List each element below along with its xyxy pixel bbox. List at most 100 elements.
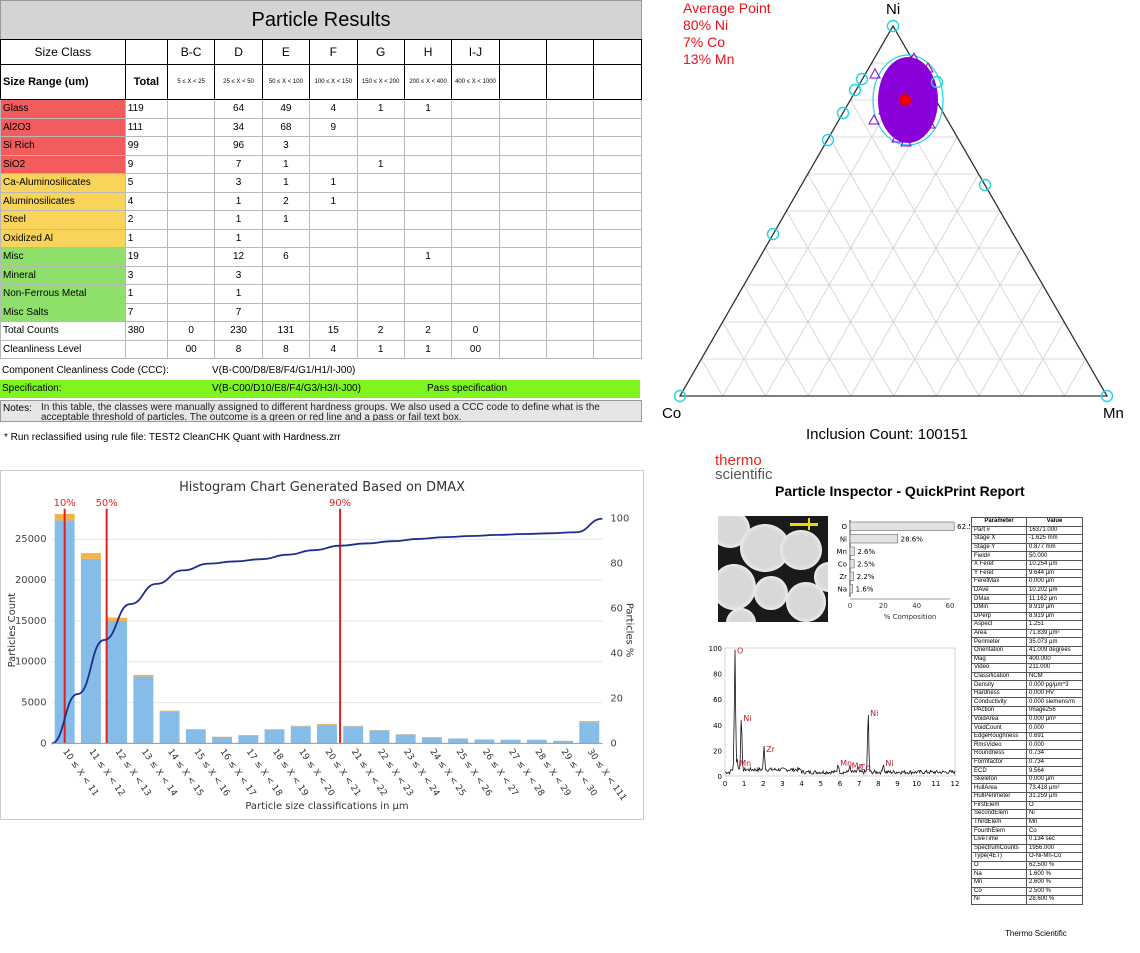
spectrum-y-tick: 80 [713, 671, 722, 679]
ternary-average-point [899, 94, 911, 106]
size-class-blank [124, 39, 168, 65]
table-row: Oxidized Al 1 1 [0, 228, 642, 248]
material-name: SiO2 [0, 154, 126, 174]
count-cell [593, 99, 642, 119]
table-row: X Feret 10.254 μm [971, 559, 1083, 570]
comp-x-tick: 40 [912, 602, 921, 610]
y2-tick-label: 20 [610, 693, 623, 704]
count-cell [403, 265, 453, 285]
parameter-value: 0.000 HV [1026, 688, 1083, 699]
size-range-cell: 5 ≤ X < 25 [166, 64, 216, 100]
table-row: DPerp 8.919 μm [971, 611, 1083, 622]
table-row: DMin 8.919 μm [971, 602, 1083, 613]
count-cell: 3 [261, 136, 311, 156]
histogram-bar [500, 739, 521, 744]
size-range-cell [546, 64, 595, 100]
parameter-name: FourthElem [971, 826, 1027, 836]
parameter-name: ECD [971, 766, 1027, 776]
parameter-value: 11.162 μm [1026, 594, 1083, 604]
composition-bar [849, 546, 855, 556]
material-total: 3 [124, 265, 168, 285]
parameter-name: HullPerimeter [971, 792, 1027, 802]
parameter-name: VoidArea [971, 714, 1027, 725]
table-row: Al2O3 111 34 68 9 [0, 117, 642, 137]
particle-micrograph [718, 516, 828, 622]
cluster-ring [872, 54, 944, 146]
count-cell [546, 136, 595, 156]
count-cell [403, 191, 453, 211]
table-row: FourthElem Co [971, 826, 1083, 836]
count-cell [593, 247, 642, 267]
count-cell [593, 136, 642, 156]
count-cell [451, 99, 500, 119]
composition-value: 62.5% [957, 523, 970, 531]
size-range-cell: 100 ≤ X < 150 [309, 64, 358, 100]
count-cell: 1 [356, 339, 405, 359]
count-cell [309, 154, 358, 174]
parameter-name: Conductivity [971, 697, 1027, 708]
count-cell [261, 265, 311, 285]
count-cell [546, 191, 595, 211]
spectrum-x-tick: 5 [819, 780, 823, 788]
composition-value: 1.6% [856, 586, 874, 594]
y2-tick-label: 40 [610, 649, 623, 660]
ternary-outliers [673, 19, 1114, 403]
count-cell: 1 [403, 99, 453, 119]
y-tick-label: 5000 [21, 698, 46, 709]
outlier-marker [855, 72, 869, 86]
table-row: PAction Image256 [971, 706, 1083, 716]
composition-bar [849, 584, 853, 594]
thermo-scientific-logo: thermo scientific [715, 453, 773, 482]
parameter-name: Stage X [971, 534, 1027, 544]
apex-co-label: Co [662, 405, 681, 422]
parameter-value: 0.000 pg/μm^3 [1026, 680, 1083, 690]
table-row: Non-Ferrous Metal 1 1 [0, 284, 642, 304]
spectrum-y-tick: 0 [718, 773, 722, 781]
count-cell: 1 [214, 228, 263, 248]
size-class-H: H [403, 39, 453, 65]
count-cell: 1 [309, 173, 358, 193]
parameter-name: Field# [971, 551, 1027, 561]
count-cell: 1 [403, 339, 453, 359]
count-cell [403, 173, 453, 193]
grid-line [743, 284, 809, 397]
parameter-value: 8.919 μm [1026, 602, 1083, 613]
parameter-value: 28.600 % [1026, 895, 1083, 905]
peak-label: Ni [870, 709, 878, 718]
size-class-header-row: Size Class B-C D E F G H I-J [0, 39, 642, 65]
size-class-label: Size Class [0, 39, 126, 65]
count-cell [498, 154, 548, 174]
material-name: Glass [0, 99, 126, 119]
table-row: Mineral 3 3 [0, 265, 642, 285]
parameter-value: 9.644 μm [1026, 568, 1083, 579]
table-row: Steel 2 1 1 [0, 210, 642, 230]
results-table: Size Class B-C D E F G H I-J Size Range (um) Tota… [0, 39, 642, 359]
histogram-bar-top [579, 720, 600, 723]
parameter-name: Type(4ET) [971, 852, 1027, 862]
composition-element: Co [838, 561, 847, 569]
count-cell [356, 284, 405, 304]
count-cell [166, 136, 216, 156]
histogram-bar [290, 726, 311, 744]
table-row: Orientation 41.009 degrees [971, 645, 1083, 656]
count-cell [498, 321, 548, 341]
table-row: Aspect 1.251 [971, 620, 1083, 630]
results-title: Particle Results [0, 0, 642, 40]
size-class-E: E [261, 39, 311, 65]
count-cell [451, 247, 500, 267]
histogram-bar [448, 738, 469, 744]
count-cell [546, 154, 595, 174]
average-point-title: Average Point [683, 0, 771, 16]
y2-tick-label: 60 [610, 604, 623, 615]
count-cell: 00 [166, 339, 216, 359]
count-cell [356, 136, 405, 156]
count-cell [546, 228, 595, 248]
parameter-name: Na [971, 869, 1027, 879]
cluster-marker [868, 113, 880, 125]
count-cell: 3 [214, 173, 263, 193]
parameter-header: Parameter [971, 517, 1027, 527]
spectrum-y-tick: 40 [713, 722, 722, 730]
material-total: 1 [124, 228, 168, 248]
histogram-bar-top [133, 674, 154, 677]
parameter-value: 0.734 [1026, 749, 1083, 759]
